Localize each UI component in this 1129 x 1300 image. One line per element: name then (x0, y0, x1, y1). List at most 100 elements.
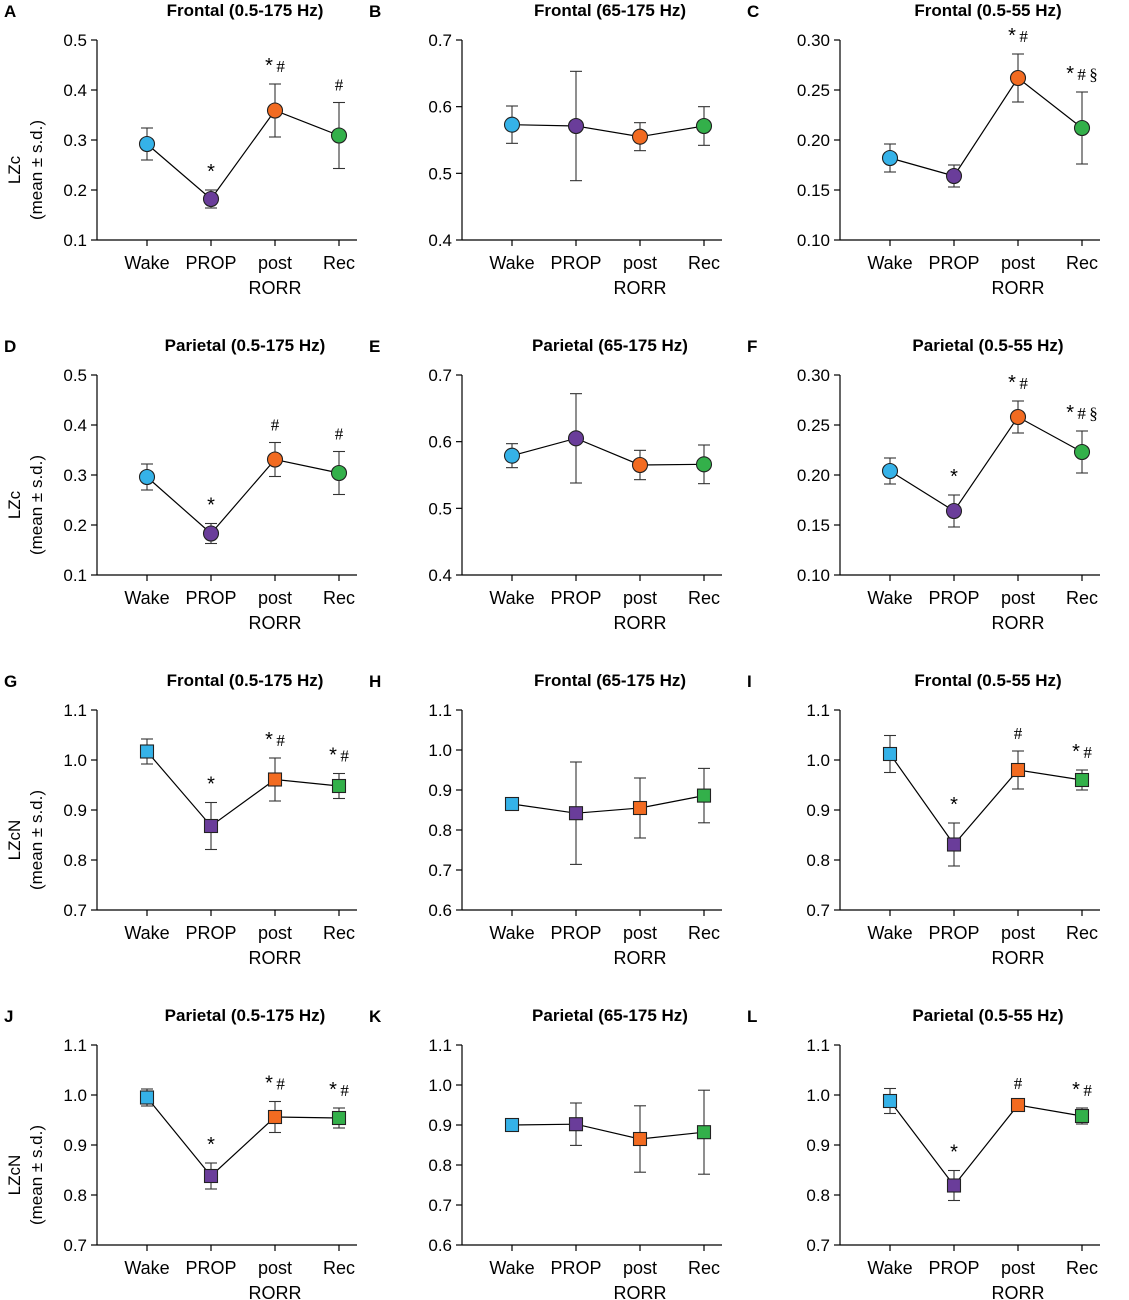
y-tick-label: 1.0 (806, 1086, 830, 1105)
data-point-rec (1073, 119, 1091, 137)
y-tick-label: 0.8 (63, 1186, 87, 1205)
x-tick-label-wake: Wake (489, 923, 534, 943)
y-tick-label: 0.6 (428, 1236, 452, 1255)
x-tick-label-wake: Wake (489, 253, 534, 273)
significance-label: * # (265, 55, 285, 77)
panel-letter: H (369, 672, 381, 691)
x-tick-label-prop: PROP (928, 923, 979, 943)
y-tick-label: 0.25 (797, 81, 830, 100)
panel-title: Frontal (65-175 Hz) (534, 1, 686, 20)
y-tick-label: 0.9 (806, 801, 830, 820)
y-tick-label: 0.4 (63, 81, 87, 100)
data-point-post-rorr (267, 772, 283, 787)
data-point-wake (882, 746, 898, 762)
data-point-rec (1074, 772, 1090, 788)
data-point-post-rorr (1010, 1097, 1026, 1113)
data-point-wake (503, 116, 521, 133)
data-point-prop (202, 525, 220, 542)
data-point-wake (504, 1117, 520, 1133)
y-axis-label: LZcN (mean ± s.d.) (5, 790, 46, 890)
series-line (889, 77, 1083, 177)
x-tick-label-post-rorr: post (258, 253, 292, 273)
significance-label: * # (329, 745, 349, 767)
x-tick-label-prop: PROP (928, 588, 979, 608)
series-line (146, 458, 340, 535)
series-line (146, 751, 340, 827)
x-tick-label-post-rorr: post (258, 923, 292, 943)
significance-label: * # (329, 1079, 349, 1101)
y-tick-label: 0.5 (63, 31, 87, 50)
y-tick-label: 1.0 (428, 741, 452, 760)
significance-label: * (207, 774, 215, 796)
significance-label: * (207, 1134, 215, 1156)
y-tick-label: 0.10 (797, 231, 830, 250)
significance-label: * # § (1066, 63, 1098, 85)
x-tick-label-post-rorr-line2: RORR (614, 1283, 667, 1300)
panel-title: Parietal (0.5-175 Hz) (165, 336, 326, 355)
significance-label: # (1014, 1074, 1023, 1093)
data-point-rec (1074, 1108, 1090, 1124)
significance-label: * # § (1066, 402, 1098, 424)
panel-title: Frontal (65-175 Hz) (534, 671, 686, 690)
x-tick-label-post-rorr-line2: RORR (992, 613, 1045, 633)
significance-label: * (950, 1142, 958, 1164)
series-line (889, 1100, 1083, 1187)
panel-title: Parietal (65-175 Hz) (532, 336, 688, 355)
x-tick-label-wake: Wake (867, 253, 912, 273)
significance-label: * # (1072, 741, 1092, 763)
y-tick-label: 0.3 (63, 466, 87, 485)
significance-label: # (1014, 724, 1023, 743)
y-tick-label: 0.9 (63, 801, 87, 820)
x-tick-label-prop: PROP (928, 253, 979, 273)
y-tick-label: 0.20 (797, 466, 830, 485)
panel-l: L Parietal (0.5-55 Hz) 0.7 0.8 0.9 1.0 1.1 Wake… (747, 1006, 1100, 1300)
data-point-rec (331, 778, 347, 794)
x-tick-label-wake: Wake (124, 253, 169, 273)
significance-label: * (950, 794, 958, 816)
y-tick-label: 0.3 (63, 131, 87, 150)
data-point-wake (138, 468, 156, 486)
panel-e: E Parietal (65-175 Hz) 0.4 0.5 0.6 0.7 Wake PRO… (369, 336, 722, 633)
x-tick-label-prop: PROP (550, 253, 601, 273)
y-tick-label: 1.0 (428, 1076, 452, 1095)
x-tick-label-rec: Rec (688, 253, 720, 273)
panel-b: B Frontal (65-175 Hz) 0.4 0.5 0.6 0.7 Wake PROP… (369, 1, 722, 298)
series-line (511, 124, 705, 138)
data-point-wake (882, 1093, 898, 1109)
x-tick-label-post-rorr: post (258, 588, 292, 608)
x-tick-label-post-rorr-line2: RORR (249, 613, 302, 633)
x-tick-label-post-rorr: post (623, 253, 657, 273)
panel-g: G Frontal (0.5-175 Hz) 0.7 0.8 0.9 1.0 1.1 Wake… (4, 671, 357, 968)
data-point-rec (330, 464, 348, 482)
panel-letter: J (4, 1007, 13, 1026)
data-point-prop (203, 818, 219, 834)
data-point-prop (567, 117, 585, 135)
data-point-rec (331, 1110, 347, 1126)
y-tick-label: 0.6 (428, 98, 452, 117)
x-tick-label-rec: Rec (688, 923, 720, 943)
data-point-prop (946, 837, 962, 852)
x-tick-label-wake: Wake (867, 588, 912, 608)
x-tick-label-rec: Rec (1066, 923, 1098, 943)
panel-letter: E (369, 337, 380, 356)
y-tick-label: 0.7 (428, 366, 452, 385)
panel-j: J Parietal (0.5-175 Hz) 0.7 0.8 0.9 1.0 1.1 Wak… (4, 1006, 357, 1300)
x-tick-label-post-rorr: post (1001, 923, 1035, 943)
data-point-post-rorr (631, 456, 649, 474)
x-tick-label-post-rorr-line2: RORR (614, 278, 667, 298)
y-tick-label: 0.7 (63, 901, 87, 920)
x-tick-label-post-rorr-line2: RORR (992, 278, 1045, 298)
data-point-wake (881, 462, 899, 480)
x-tick-label-wake: Wake (489, 588, 534, 608)
x-tick-label-wake: Wake (124, 588, 169, 608)
x-tick-label-wake: Wake (489, 1258, 534, 1278)
x-tick-label-rec: Rec (1066, 1258, 1098, 1278)
y-tick-label: 0.4 (63, 416, 87, 435)
data-point-prop (567, 430, 585, 447)
y-tick-label: 0.9 (63, 1136, 87, 1155)
significance-label: # (335, 76, 344, 95)
y-tick-label: 0.8 (806, 1186, 830, 1205)
x-tick-label-rec: Rec (323, 253, 355, 273)
panel-letter: D (4, 337, 16, 356)
